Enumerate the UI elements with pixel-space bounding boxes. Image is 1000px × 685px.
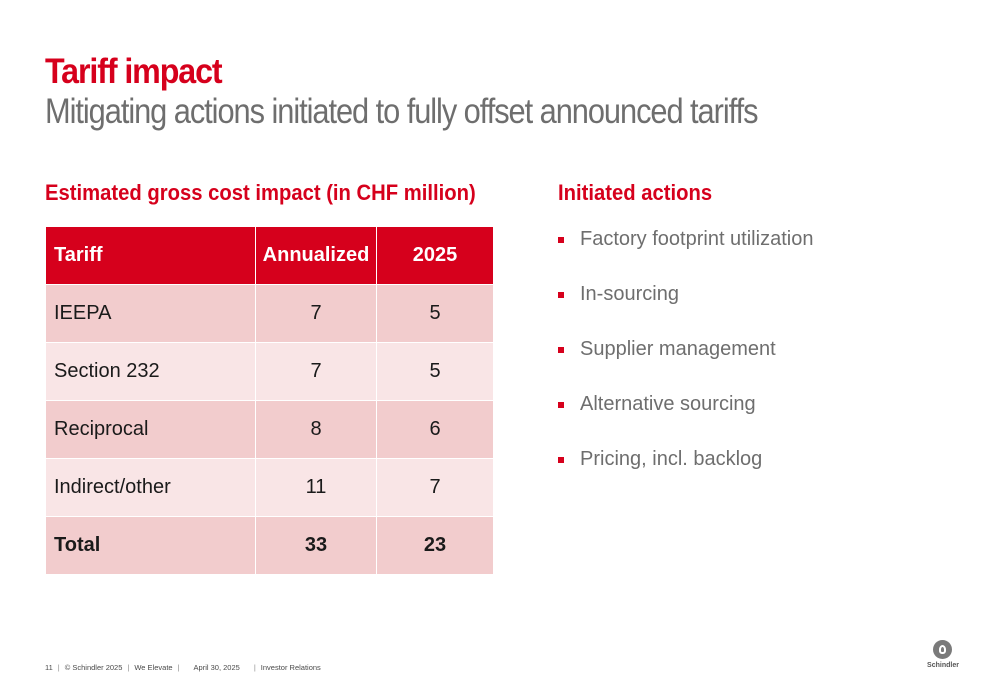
row-2025: 7 (376, 458, 494, 517)
footer-separator: | (177, 663, 180, 672)
table-row: Section 232 7 5 (45, 342, 494, 401)
row-2025: 5 (376, 342, 494, 401)
header-2025: 2025 (376, 226, 494, 285)
row-tariff: Indirect/other (45, 458, 256, 517)
page-number: 11 (45, 663, 53, 672)
row-2025: 5 (376, 284, 494, 343)
footer-separator: | (127, 663, 130, 672)
list-item: Factory footprint utilization (558, 226, 813, 281)
action-label: Factory footprint utilization (580, 228, 814, 250)
footer-separator: | (253, 663, 256, 672)
schindler-logo-icon (933, 640, 952, 659)
row-tariff: IEEPA (45, 284, 256, 343)
square-bullet-icon (558, 237, 564, 243)
page-title: Tariff impact (45, 52, 223, 91)
header-tariff: Tariff (45, 226, 256, 285)
list-item: Pricing, incl. backlog (558, 446, 813, 501)
row-2025: 6 (376, 400, 494, 459)
table-row: IEEPA 7 5 (45, 284, 494, 343)
total-label: Total (45, 516, 256, 575)
actions-list: Factory footprint utilization In-sourcin… (558, 226, 813, 501)
row-annualized: 7 (255, 342, 377, 401)
table-row: Reciprocal 8 6 (45, 400, 494, 459)
actions-heading: Initiated actions (558, 180, 713, 205)
table-row: Indirect/other 11 7 (45, 458, 494, 517)
page-subtitle: Mitigating actions initiated to fully of… (45, 92, 758, 131)
row-annualized: 8 (255, 400, 377, 459)
action-label: Alternative sourcing (580, 393, 756, 415)
total-2025: 23 (376, 516, 494, 575)
square-bullet-icon (558, 347, 564, 353)
action-label: In-sourcing (580, 283, 679, 305)
action-label: Supplier management (580, 338, 776, 360)
table-header-row: Tariff Annualized 2025 (45, 226, 494, 285)
list-item: Supplier management (558, 336, 813, 391)
row-tariff: Section 232 (45, 342, 256, 401)
list-item: Alternative sourcing (558, 391, 813, 446)
header-annualized: Annualized (255, 226, 377, 285)
logo-text: Schindler (927, 662, 959, 669)
footer-tagline: We Elevate (134, 663, 173, 672)
row-annualized: 11 (255, 458, 377, 517)
footer-copyright: © Schindler 2025 (64, 663, 123, 672)
footer-date: April 30, 2025 (193, 663, 240, 672)
table-total-row: Total 33 23 (45, 516, 494, 575)
tariff-impact-table: Tariff Annualized 2025 IEEPA 7 5 Section… (45, 226, 494, 575)
square-bullet-icon (558, 292, 564, 298)
total-annualized: 33 (255, 516, 377, 575)
square-bullet-icon (558, 457, 564, 463)
row-annualized: 7 (255, 284, 377, 343)
footer-separator: | (57, 663, 60, 672)
square-bullet-icon (558, 402, 564, 408)
footer: 11 | © Schindler 2025 | We Elevate | Apr… (45, 663, 321, 672)
cost-impact-heading: Estimated gross cost impact (in CHF mill… (45, 180, 476, 205)
schindler-logo: Schindler (925, 640, 961, 674)
action-label: Pricing, incl. backlog (580, 448, 763, 470)
list-item: In-sourcing (558, 281, 813, 336)
row-tariff: Reciprocal (45, 400, 256, 459)
footer-department: Investor Relations (260, 663, 321, 672)
